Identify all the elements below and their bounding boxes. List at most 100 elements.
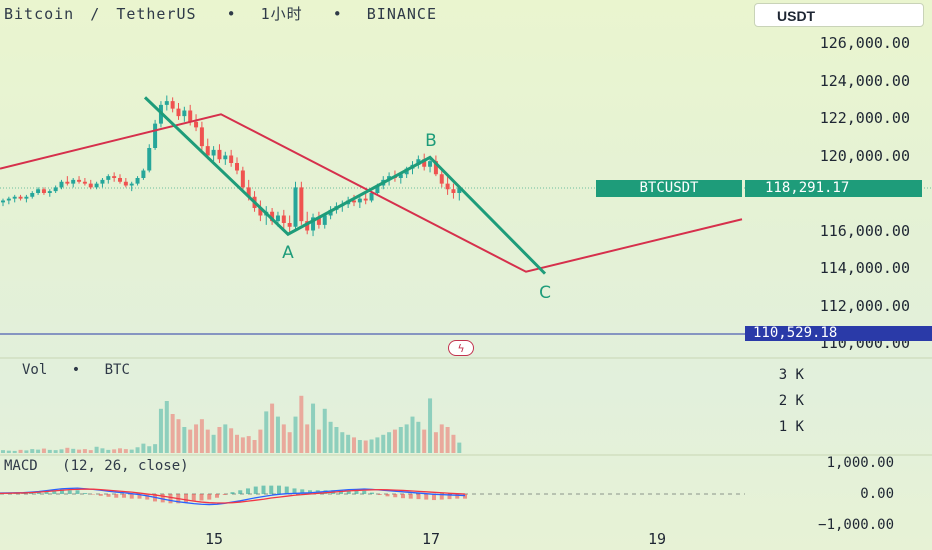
candle: [194, 121, 199, 128]
candle: [270, 211, 275, 222]
candle: [53, 187, 58, 192]
volume-bar: [363, 440, 368, 453]
volume-bar: [305, 424, 310, 453]
volume-bar: [205, 429, 210, 453]
candle: [71, 179, 76, 184]
volume-bar: [82, 449, 87, 453]
candle: [24, 196, 29, 199]
candle: [106, 176, 111, 180]
macd-histogram-bar: [277, 485, 281, 494]
candle: [357, 198, 362, 203]
macd-histogram-bar: [60, 489, 64, 494]
macd-histogram-bar: [284, 486, 289, 494]
volume-bar: [211, 434, 216, 453]
candle: [129, 183, 134, 186]
last-price-badge: 118,291.17: [745, 180, 922, 197]
candle: [445, 183, 450, 190]
volume-bar: [36, 449, 41, 453]
macd-histogram-bar: [137, 494, 142, 499]
volume-bar: [398, 427, 403, 453]
macd-histogram-bar: [269, 485, 274, 494]
symbol-name: Bitcoin: [4, 5, 75, 23]
volume-bar: [141, 443, 146, 453]
candle: [153, 123, 158, 148]
candle: [217, 149, 222, 160]
candle: [428, 161, 433, 167]
candle: [94, 183, 99, 188]
currency-button[interactable]: USDT: [754, 3, 924, 27]
signal-line: [0, 488, 466, 504]
volume-bar: [153, 444, 158, 453]
volume-bar: [287, 432, 292, 453]
volume-bar: [94, 446, 99, 453]
volume-tick-label: 3 K: [778, 367, 804, 383]
candle: [47, 191, 52, 193]
macd-tick-label: −1,000.00: [818, 517, 894, 533]
volume-bar: [170, 414, 175, 453]
title-dot: •: [226, 5, 237, 23]
volume-bar: [381, 434, 386, 453]
candle: [369, 193, 374, 201]
volume-bar: [112, 449, 117, 453]
candle: [6, 198, 11, 201]
macd-histogram-bar: [447, 494, 452, 500]
volume-bar: [275, 416, 280, 453]
volume-bar: [24, 450, 29, 453]
candle: [457, 187, 462, 193]
volume-bar: [229, 428, 234, 453]
candle: [59, 181, 64, 188]
candle: [240, 170, 245, 188]
tradingview-logo-icon[interactable]: ϟ: [448, 340, 474, 356]
volume-bar: [252, 440, 257, 453]
volume-pane-label: Vol • BTC: [22, 362, 146, 378]
volume-bar: [258, 429, 263, 453]
volume-bar: [6, 450, 11, 453]
macd-histogram-bar: [393, 494, 398, 498]
macd-histogram-bar: [75, 490, 80, 494]
candle: [235, 163, 239, 171]
volume-bar: [439, 424, 444, 453]
macd-histogram-bar: [129, 494, 134, 499]
macd-histogram-bar: [401, 494, 405, 499]
macd-histogram-bar: [207, 494, 212, 500]
candle: [118, 178, 122, 182]
volume-tick-label: 2 K: [778, 393, 804, 409]
volume-bar: [264, 411, 269, 453]
macd-histogram-bar: [168, 494, 173, 504]
macd-histogram-bar: [416, 494, 421, 500]
macd-histogram-bar: [184, 494, 188, 503]
volume-bar: [416, 421, 421, 453]
volume-bar: [217, 427, 222, 453]
volume-bar: [59, 449, 64, 453]
macd-histogram-bar: [222, 494, 227, 495]
volume-bar: [135, 447, 140, 453]
volume-bar: [65, 447, 70, 453]
macd-histogram-bar: [52, 490, 57, 494]
macd-histogram-bar: [408, 494, 413, 499]
candle: [229, 155, 234, 163]
volume-bar: [410, 416, 415, 453]
candle: [18, 196, 23, 199]
candle: [1, 200, 5, 203]
macd-histogram-bar: [300, 489, 305, 494]
macd-histogram-bar: [44, 491, 49, 494]
volume-bar: [433, 432, 438, 453]
volume-bar: [334, 427, 339, 453]
elliott-wave-line: [143, 96, 547, 275]
volume-bar: [328, 421, 333, 453]
volume-bar: [176, 419, 181, 453]
candle: [322, 215, 327, 225]
macd-histogram-bar: [191, 494, 196, 502]
candle: [258, 208, 263, 216]
volume-bar: [357, 440, 362, 453]
volume-bar: [129, 449, 134, 453]
volume-bar: [199, 419, 204, 453]
macd-histogram-bar: [377, 494, 382, 495]
candle: [451, 189, 456, 193]
macd-histogram-bar: [145, 494, 150, 500]
candle: [135, 178, 140, 184]
macd-histogram-bar: [432, 494, 436, 501]
volume-bar: [281, 424, 286, 453]
macd-histogram-bar: [98, 494, 103, 496]
